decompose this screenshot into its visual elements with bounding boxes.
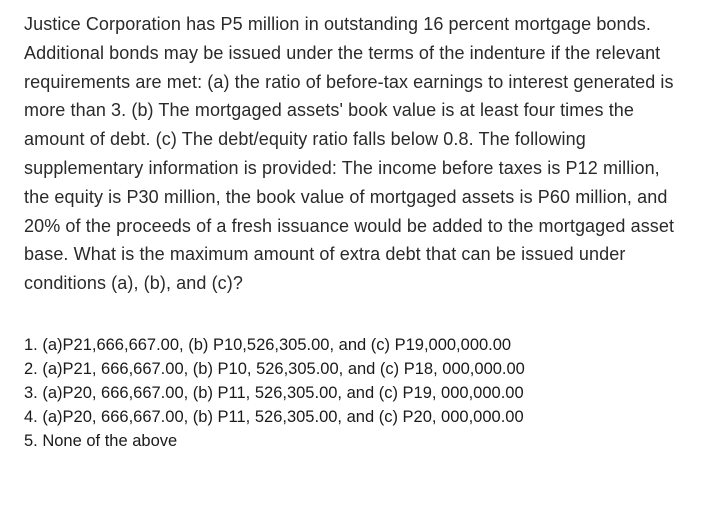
- answer-options-list: 1. (a)P21,666,667.00, (b) P10,526,305.00…: [24, 334, 684, 453]
- answer-option-4: 4. (a)P20, 666,667.00, (b) P11, 526,305.…: [24, 406, 684, 429]
- answer-option-3: 3. (a)P20, 666,667.00, (b) P11, 526,305.…: [24, 382, 684, 405]
- answer-option-5: 5. None of the above: [24, 430, 684, 453]
- answer-option-1: 1. (a)P21,666,667.00, (b) P10,526,305.00…: [24, 334, 684, 357]
- answer-option-2: 2. (a)P21, 666,667.00, (b) P10, 526,305.…: [24, 358, 684, 381]
- problem-statement: Justice Corporation has P5 million in ou…: [24, 10, 684, 298]
